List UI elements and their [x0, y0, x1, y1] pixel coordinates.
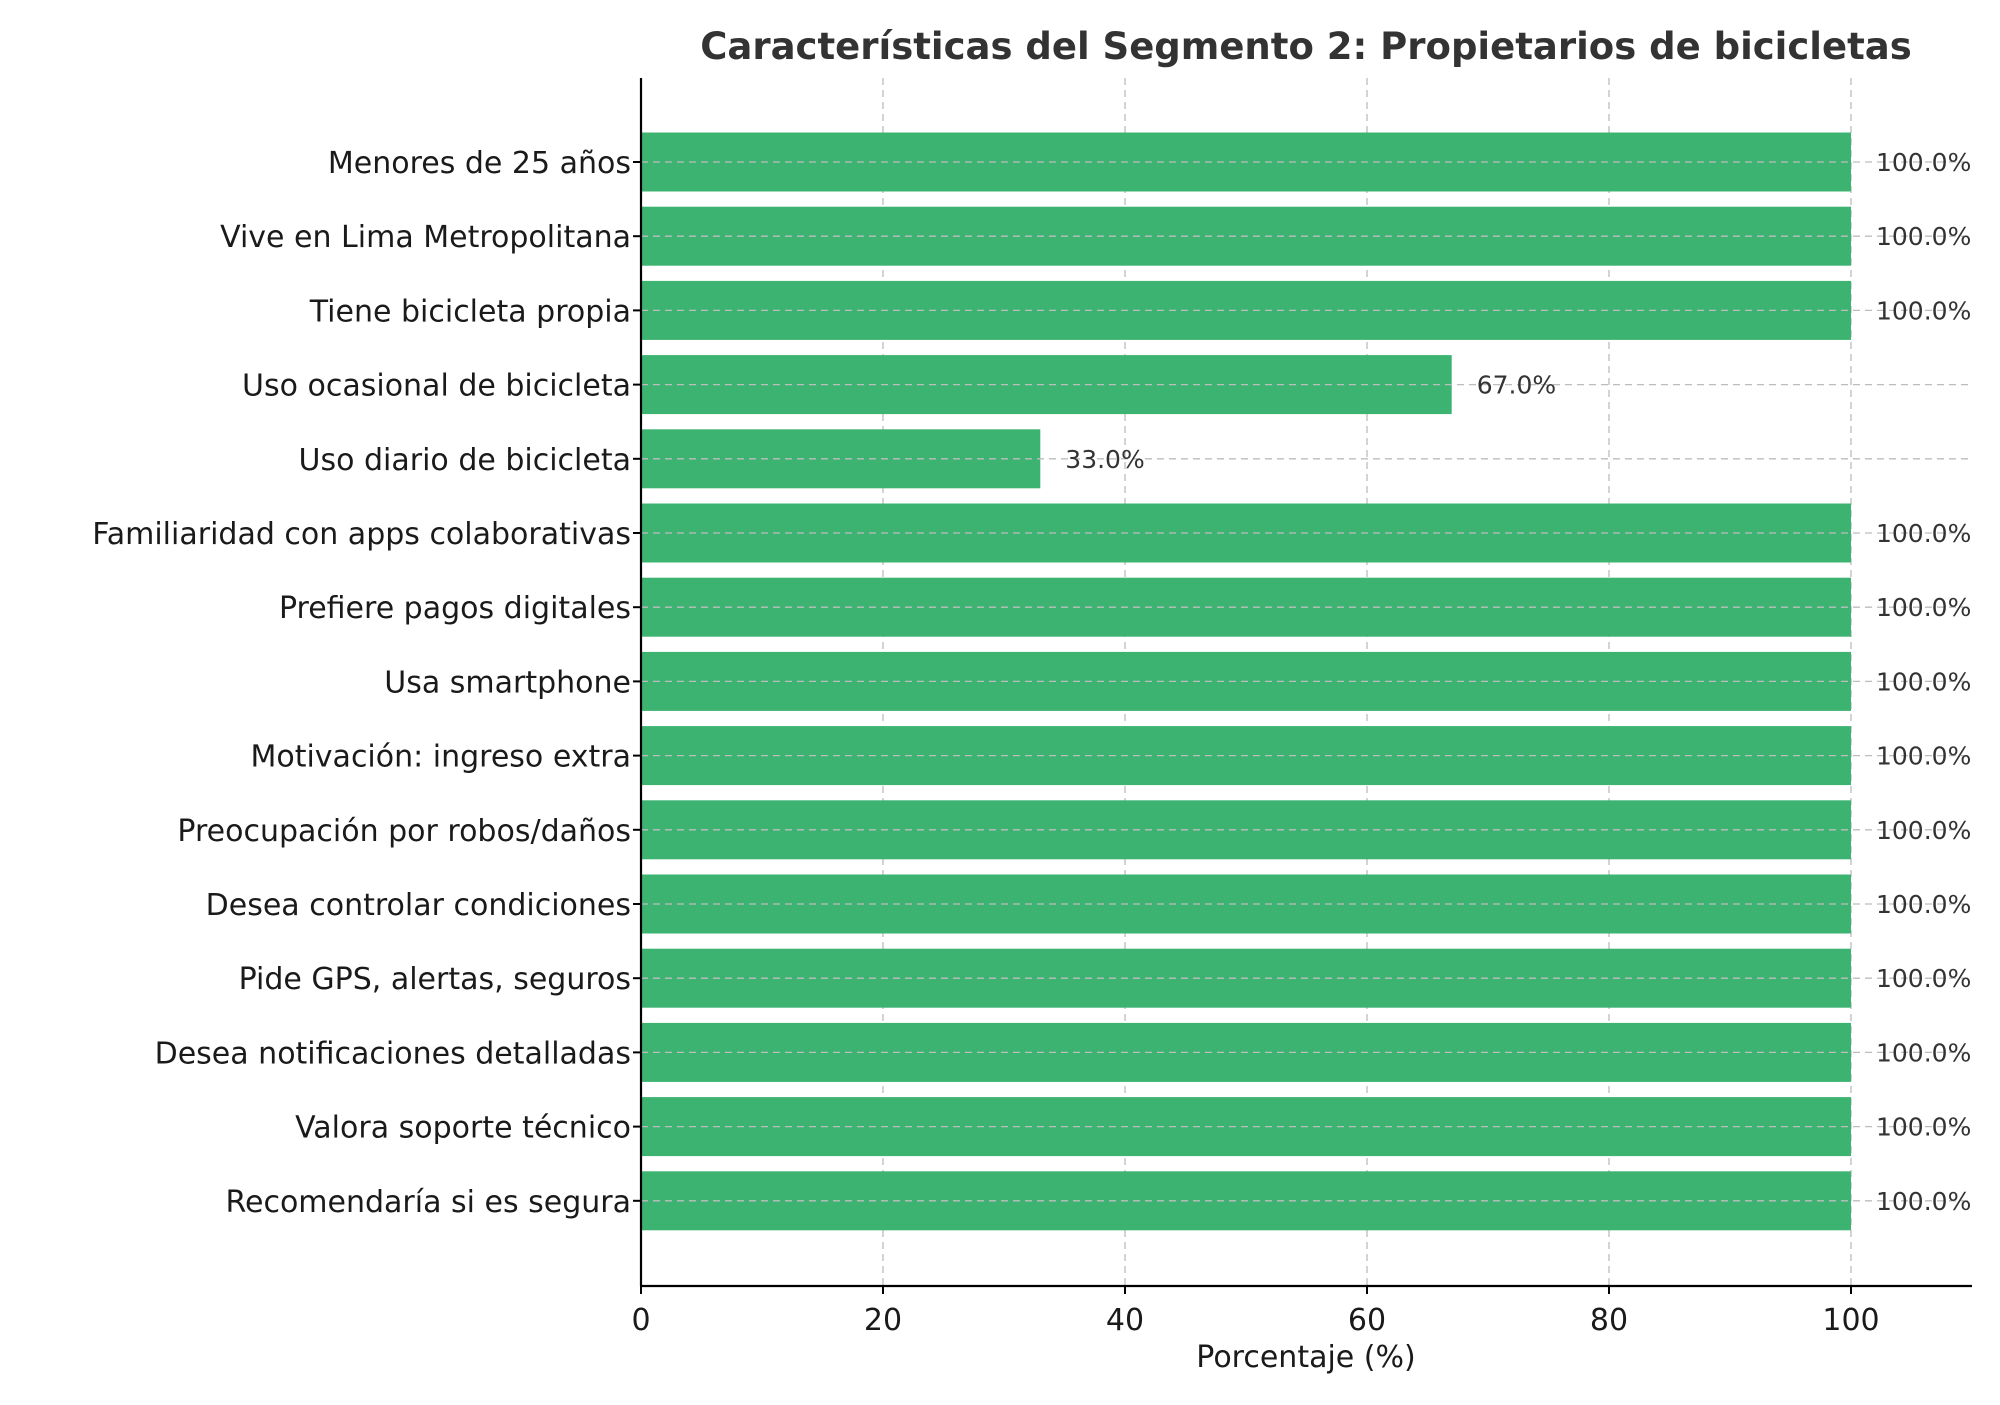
y-tick-label: Valora soporte técnico — [295, 1111, 631, 1146]
y-tick-label: Prefiere pagos digitales — [279, 591, 631, 626]
y-tick-label: Desea notificaciones detalladas — [155, 1036, 631, 1071]
y-tick-label: Familiaridad con apps colaborativas — [92, 517, 631, 552]
y-tick-label: Usa smartphone — [384, 665, 631, 700]
data-label: 100.0% — [1876, 1187, 1971, 1216]
data-label: 100.0% — [1876, 742, 1971, 771]
labels-layer: Menores de 25 años 100.0% Vive en Lima Met… — [92, 146, 1971, 1220]
y-tick-label: Tiene bicicleta propia — [309, 294, 631, 329]
y-tick-label: Desea controlar condiciones — [206, 888, 631, 923]
axes-layer: 0 20 40 60 80 100 — [631, 78, 1972, 1338]
x-tick-label: 0 — [631, 1303, 650, 1338]
data-label: 100.0% — [1876, 1038, 1971, 1067]
chart-title: Características del Segmento 2: Propieta… — [700, 25, 1912, 68]
x-tick-label: 40 — [1106, 1303, 1144, 1338]
data-label: 100.0% — [1876, 593, 1971, 622]
x-axis-label: Porcentaje (%) — [1196, 1340, 1415, 1375]
data-label: 100.0% — [1876, 148, 1971, 177]
y-tick-label: Menores de 25 años — [328, 146, 631, 181]
y-tick-label: Vive en Lima Metropolitana — [220, 220, 631, 255]
data-label: 33.0% — [1065, 445, 1144, 474]
horizontal-grid-layer — [641, 161, 1972, 1202]
y-tick-label: Pide GPS, alertas, seguros — [239, 962, 631, 997]
y-tick-label: Recomendaría si es segura — [226, 1185, 632, 1220]
x-tick-label: 80 — [1590, 1303, 1628, 1338]
x-tick-label: 20 — [864, 1303, 902, 1338]
data-label: 100.0% — [1876, 816, 1971, 845]
data-label: 100.0% — [1876, 222, 1971, 251]
data-label: 100.0% — [1876, 519, 1971, 548]
data-label: 100.0% — [1876, 296, 1971, 325]
data-label: 67.0% — [1477, 371, 1556, 400]
y-tick-label: Uso diario de bicicleta — [299, 443, 631, 478]
y-tick-label: Preocupación por robos/daños — [177, 814, 631, 849]
data-label: 100.0% — [1876, 964, 1971, 993]
data-label: 100.0% — [1876, 1113, 1971, 1142]
y-tick-label: Uso ocasional de bicicleta — [242, 369, 631, 404]
y-tick-label: Motivación: ingreso extra — [250, 740, 631, 775]
x-tick-label: 60 — [1348, 1303, 1386, 1338]
x-tick-label: 100 — [1822, 1303, 1879, 1338]
data-label: 100.0% — [1876, 667, 1971, 696]
data-label: 100.0% — [1876, 890, 1971, 919]
